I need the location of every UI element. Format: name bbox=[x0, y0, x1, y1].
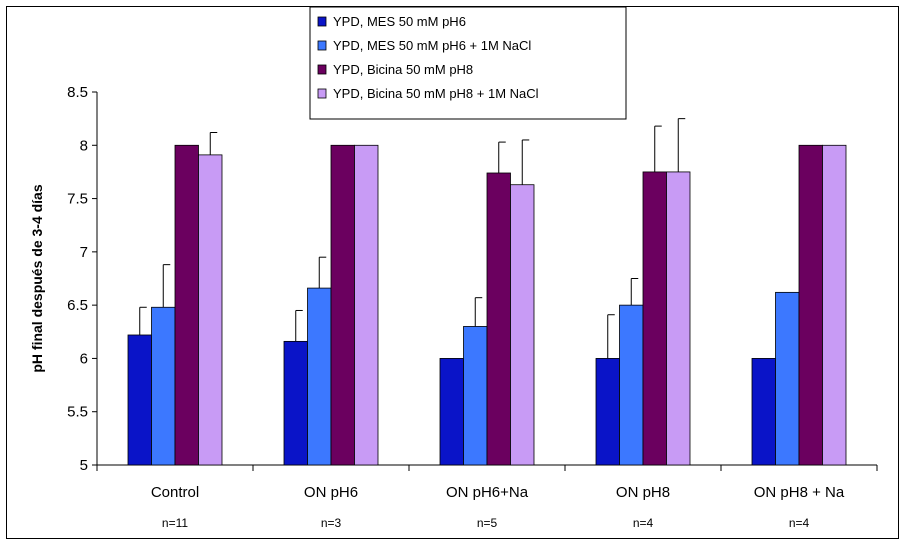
bar-2-3 bbox=[463, 326, 488, 466]
n-label: n=3 bbox=[321, 516, 342, 530]
bar-1-2 bbox=[283, 340, 308, 466]
bar-2-2 bbox=[307, 287, 332, 466]
bars bbox=[127, 144, 847, 466]
bar-4-3 bbox=[510, 184, 535, 466]
n-label: n=4 bbox=[789, 516, 810, 530]
bar-3-2 bbox=[330, 144, 355, 466]
bar-3-1 bbox=[174, 144, 199, 466]
bar-2-5 bbox=[775, 291, 800, 466]
bar-4-1 bbox=[198, 154, 223, 466]
bar-1-3 bbox=[439, 358, 464, 466]
category-label: ON pH8 bbox=[616, 484, 670, 501]
n-label: n=11 bbox=[162, 516, 188, 530]
category-label: ON pH6 bbox=[304, 484, 358, 501]
legend: YPD, MES 50 mM pH6 YPD, MES 50 mM pH6 + 1… bbox=[309, 6, 627, 120]
y-axis-title: pH final después de 3-4 días bbox=[29, 184, 45, 372]
category-label: ON pH8 + Na bbox=[754, 484, 845, 501]
legend-swatch-3 bbox=[317, 64, 327, 75]
y-tick-label: 8.5 bbox=[67, 84, 88, 101]
legend-swatch-1 bbox=[317, 16, 327, 27]
legend-label-3: YPD, Bicina 50 mM pH8 bbox=[333, 62, 473, 77]
y-tick-label: 6.5 bbox=[67, 297, 88, 314]
y-tick-label: 5 bbox=[80, 457, 88, 474]
bar-2-4 bbox=[619, 304, 644, 466]
bar-1-4 bbox=[595, 358, 620, 466]
legend-box bbox=[309, 6, 627, 120]
legend-swatch-4 bbox=[317, 88, 327, 99]
bar-4-2 bbox=[354, 144, 379, 466]
y-tick-label: 7 bbox=[80, 244, 88, 261]
bar-3-5 bbox=[798, 144, 823, 466]
y-tick-label: 7.5 bbox=[67, 191, 88, 208]
category-label: ON pH6+Na bbox=[446, 484, 529, 501]
labels: 5 5.5 6 6.5 7 7.5 8 8.5 pH final después de 3-4 … bbox=[29, 84, 845, 530]
y-tick-label: 8 bbox=[80, 137, 88, 154]
legend-label-4: YPD, Bicina 50 mM pH8 + 1M NaCl bbox=[333, 86, 539, 101]
y-tick-label: 6 bbox=[80, 350, 88, 367]
bar-3-4 bbox=[642, 171, 667, 466]
n-label: n=4 bbox=[633, 516, 654, 530]
y-tick-label: 5.5 bbox=[67, 404, 88, 421]
category-label: Control bbox=[151, 484, 199, 501]
error-bars bbox=[139, 118, 686, 359]
n-label: n=5 bbox=[477, 516, 498, 530]
legend-swatch-2 bbox=[317, 40, 327, 51]
legend-label-2: YPD, MES 50 mM pH6 + 1M NaCl bbox=[333, 38, 531, 53]
bar-3-3 bbox=[486, 172, 511, 466]
bar-4-5 bbox=[822, 144, 847, 466]
bar-1-5 bbox=[751, 358, 776, 466]
legend-label-1: YPD, MES 50 mM pH6 bbox=[333, 14, 466, 29]
bar-4-4 bbox=[666, 171, 691, 466]
bar-1-1 bbox=[127, 334, 152, 466]
bar-2-1 bbox=[151, 306, 176, 466]
